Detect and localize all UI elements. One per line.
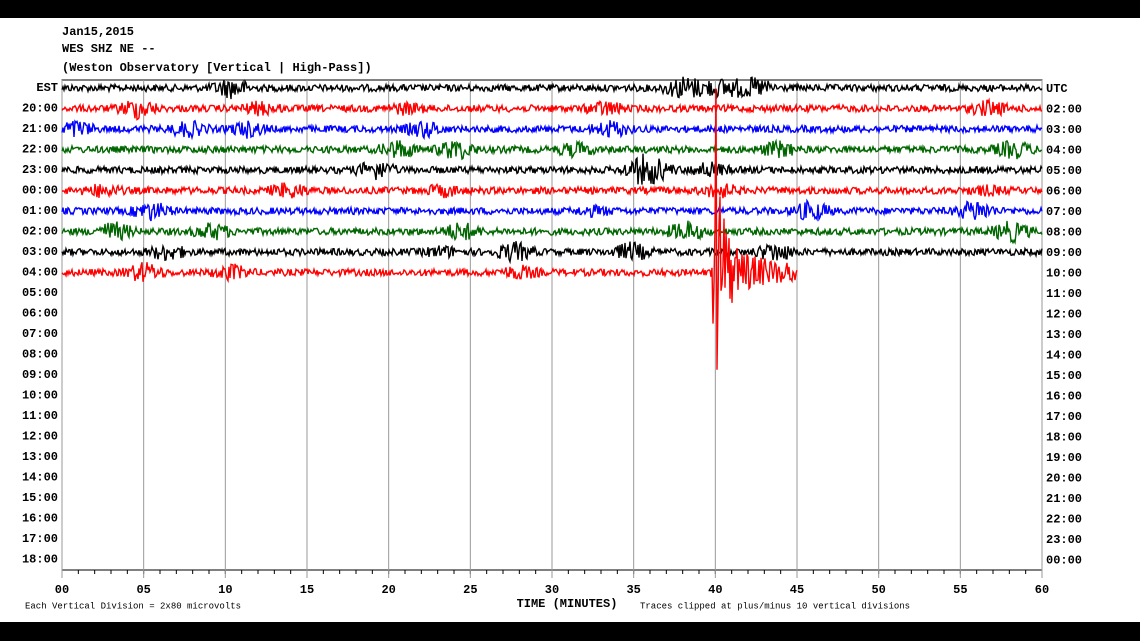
left-label: 04:00 — [22, 266, 58, 280]
title-line: Jan15,2015 — [62, 25, 134, 39]
x-tick-label: 30 — [545, 583, 559, 597]
right-label: 22:00 — [1046, 513, 1082, 527]
left-label: 21:00 — [22, 122, 58, 136]
x-tick-label: 00 — [55, 583, 69, 597]
left-label: 06:00 — [22, 307, 58, 321]
right-label: 07:00 — [1046, 205, 1082, 219]
x-tick-label: 05 — [136, 583, 150, 597]
x-tick-label: 40 — [708, 583, 722, 597]
bottom-bar — [0, 622, 1140, 641]
trace — [61, 220, 1043, 245]
left-label: 18:00 — [22, 553, 58, 567]
right-label: 12:00 — [1046, 308, 1082, 322]
right-label: 23:00 — [1046, 533, 1082, 547]
left-label: 22:00 — [22, 143, 58, 157]
right-label: 00:00 — [1046, 554, 1082, 568]
trace — [61, 138, 1043, 161]
left-label: 11:00 — [22, 409, 58, 423]
x-tick-label: 25 — [463, 583, 477, 597]
right-label: 20:00 — [1046, 472, 1082, 486]
right-label: 02:00 — [1046, 103, 1082, 117]
right-label: 13:00 — [1046, 328, 1082, 342]
right-label: 14:00 — [1046, 349, 1082, 363]
left-label: 14:00 — [22, 471, 58, 485]
x-tick-label: 10 — [218, 583, 232, 597]
left-label: 23:00 — [22, 163, 58, 177]
trace — [61, 88, 798, 370]
left-label: 10:00 — [22, 389, 58, 403]
left-label: 13:00 — [22, 450, 58, 464]
left-label: 05:00 — [22, 286, 58, 300]
right-label: 16:00 — [1046, 390, 1082, 404]
x-tick-label: 50 — [871, 583, 885, 597]
x-axis-label: TIME (MINUTES) — [517, 597, 618, 611]
x-tick-label: 45 — [790, 583, 804, 597]
right-label: 04:00 — [1046, 144, 1082, 158]
right-label: 17:00 — [1046, 410, 1082, 424]
left-label: 17:00 — [22, 532, 58, 546]
left-label: 09:00 — [22, 368, 58, 382]
footnote: Each Vertical Division = 2x80 microvolts — [25, 601, 241, 611]
right-label: 18:00 — [1046, 431, 1082, 445]
left-label: 08:00 — [22, 348, 58, 362]
trace — [61, 153, 1043, 185]
right-label: 06:00 — [1046, 185, 1082, 199]
right-label: 21:00 — [1046, 492, 1082, 506]
x-tick-label: 60 — [1035, 583, 1049, 597]
right-label: 11:00 — [1046, 287, 1082, 301]
x-tick-label: 35 — [626, 583, 640, 597]
trace — [61, 240, 1043, 265]
right-label: 09:00 — [1046, 246, 1082, 260]
trace — [61, 198, 1043, 222]
footnote: Traces clipped at plus/minus 10 vertical… — [640, 601, 910, 611]
right-label: 08:00 — [1046, 226, 1082, 240]
left-label: 03:00 — [22, 245, 58, 259]
left-label: 01:00 — [22, 204, 58, 218]
left-label: 16:00 — [22, 512, 58, 526]
left-label: 02:00 — [22, 225, 58, 239]
trace — [62, 182, 1043, 199]
trace — [61, 97, 1043, 121]
title-line: (Weston Observatory [Vertical | High-Pas… — [62, 61, 372, 75]
right-label: 10:00 — [1046, 267, 1082, 281]
left-label: 00:00 — [22, 184, 58, 198]
x-tick-label: 15 — [300, 583, 314, 597]
right-label: UTC — [1046, 82, 1068, 96]
left-label: EST — [36, 81, 58, 95]
title-line: WES SHZ NE -- — [62, 42, 156, 56]
left-label: 15:00 — [22, 491, 58, 505]
x-tick-label: 55 — [953, 583, 967, 597]
top-bar — [0, 0, 1140, 18]
right-label: 15:00 — [1046, 369, 1082, 383]
right-label: 19:00 — [1046, 451, 1082, 465]
left-label: 20:00 — [22, 102, 58, 116]
right-label: 03:00 — [1046, 123, 1082, 137]
trace — [61, 119, 1043, 141]
left-label: 12:00 — [22, 430, 58, 444]
left-label: 07:00 — [22, 327, 58, 341]
trace — [61, 76, 1043, 100]
right-label: 05:00 — [1046, 164, 1082, 178]
x-tick-label: 20 — [381, 583, 395, 597]
